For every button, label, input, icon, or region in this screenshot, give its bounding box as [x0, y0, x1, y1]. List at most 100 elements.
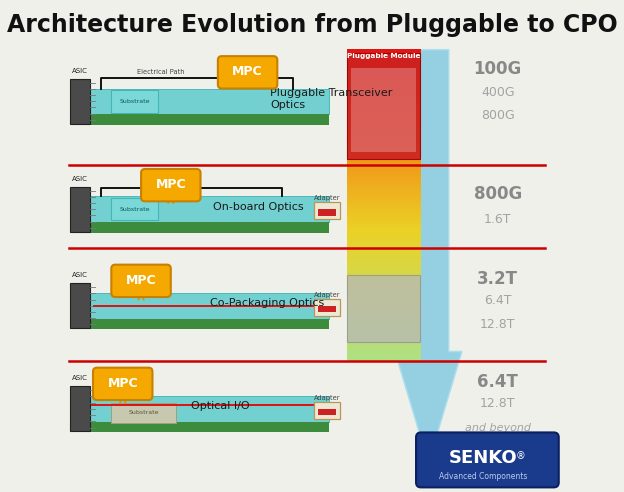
Bar	[347, 305, 421, 306]
Bar	[347, 159, 421, 161]
Bar	[347, 268, 421, 270]
Bar	[347, 114, 421, 115]
Bar	[351, 68, 416, 152]
FancyBboxPatch shape	[218, 56, 277, 89]
Text: ASIC: ASIC	[72, 375, 88, 381]
Bar	[347, 316, 421, 318]
Bar	[347, 122, 421, 123]
Bar	[347, 55, 421, 56]
Bar	[347, 181, 421, 183]
Bar	[347, 318, 421, 320]
Bar	[347, 240, 421, 242]
Bar	[347, 115, 421, 116]
Bar	[347, 332, 421, 333]
Bar	[347, 330, 421, 331]
Text: Adapter: Adapter	[314, 195, 341, 201]
Bar	[347, 186, 421, 188]
Text: 1.6T: 1.6T	[484, 213, 512, 225]
Bar	[347, 322, 421, 324]
Bar	[347, 93, 421, 94]
Bar	[347, 304, 421, 305]
Bar	[347, 262, 421, 264]
Bar	[347, 101, 421, 103]
Bar	[347, 245, 421, 246]
Bar	[347, 64, 421, 65]
Bar	[347, 205, 421, 207]
Bar	[347, 175, 421, 177]
Bar	[347, 302, 421, 303]
Bar	[347, 107, 421, 109]
Bar	[347, 105, 421, 107]
Text: Adapter: Adapter	[314, 292, 341, 298]
Bar	[347, 71, 421, 73]
Bar	[71, 79, 90, 124]
Bar	[314, 299, 340, 316]
Text: Pluggable Module: Pluggable Module	[347, 53, 420, 59]
Bar	[111, 198, 158, 220]
Bar	[347, 314, 421, 315]
Bar	[347, 246, 421, 247]
Bar	[347, 229, 421, 230]
Bar	[347, 331, 421, 332]
Bar	[89, 422, 329, 432]
Bar	[347, 300, 421, 301]
Bar	[347, 280, 421, 281]
FancyBboxPatch shape	[111, 265, 171, 297]
Bar	[347, 235, 421, 237]
Bar	[347, 270, 421, 271]
Bar	[347, 303, 421, 304]
Bar	[347, 227, 421, 228]
Bar	[347, 253, 421, 254]
Bar	[347, 65, 421, 66]
Bar	[347, 70, 421, 71]
Bar	[347, 336, 421, 338]
Bar	[347, 102, 421, 104]
Bar	[89, 319, 329, 330]
Bar	[347, 354, 421, 355]
Bar	[347, 143, 421, 144]
Bar	[347, 62, 421, 63]
Bar	[347, 128, 421, 130]
Bar	[347, 201, 421, 202]
Text: Adapter: Adapter	[314, 395, 341, 401]
Bar	[347, 190, 421, 192]
Bar	[347, 112, 421, 113]
Bar	[347, 106, 421, 108]
Text: 12.8T: 12.8T	[480, 318, 515, 331]
Bar	[347, 169, 421, 170]
Bar	[347, 242, 421, 243]
Bar	[347, 161, 421, 163]
Bar	[71, 283, 90, 329]
Bar	[347, 103, 421, 105]
Bar	[347, 233, 421, 235]
Bar	[347, 311, 421, 312]
Bar	[347, 358, 421, 359]
Bar	[347, 146, 421, 148]
Bar	[347, 261, 421, 263]
Text: MPC: MPC	[232, 65, 263, 78]
Bar	[347, 258, 421, 259]
Bar	[111, 403, 176, 423]
Bar	[347, 119, 421, 121]
Bar	[347, 134, 421, 136]
Bar	[347, 272, 421, 273]
Bar	[347, 104, 421, 106]
Bar	[347, 215, 421, 217]
Bar	[347, 337, 421, 338]
Bar	[347, 315, 421, 317]
Bar	[347, 202, 421, 204]
Bar	[347, 356, 421, 357]
Bar	[347, 129, 421, 131]
Bar	[347, 275, 421, 276]
Bar	[347, 293, 421, 295]
Text: and beyond: and beyond	[465, 423, 531, 432]
Bar	[347, 160, 421, 162]
Bar	[347, 164, 421, 166]
Bar	[347, 252, 421, 253]
Bar	[347, 273, 421, 274]
Bar	[347, 50, 421, 52]
Bar	[347, 327, 421, 328]
Bar	[347, 189, 421, 191]
Bar	[347, 91, 421, 92]
Bar	[89, 114, 329, 125]
